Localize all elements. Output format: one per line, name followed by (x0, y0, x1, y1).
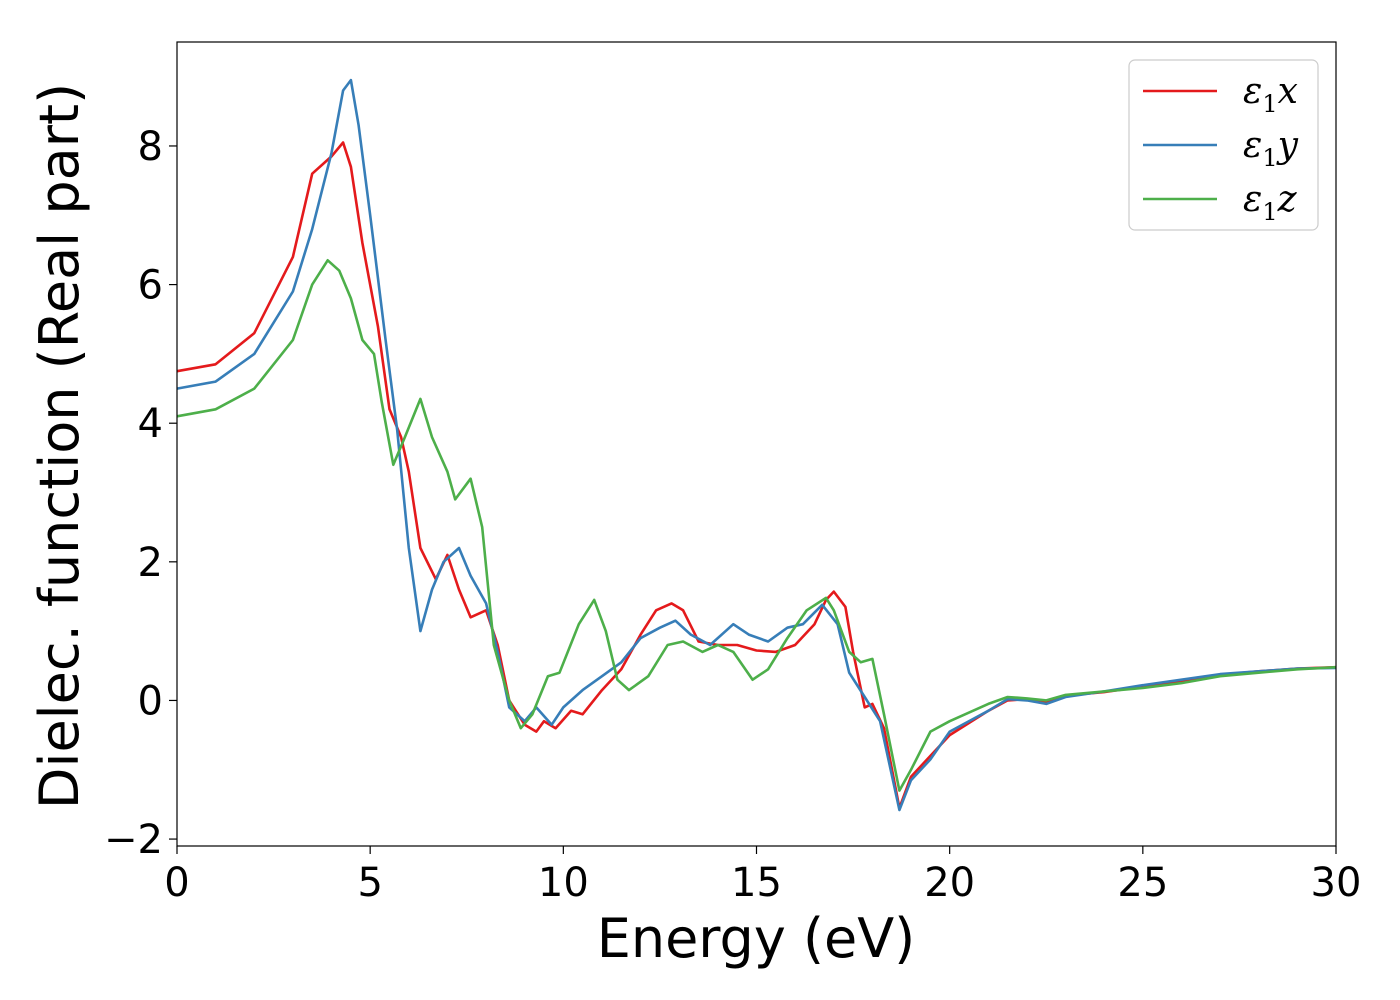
x-tick-label: 0 (164, 860, 189, 906)
x-tick-label: 30 (1311, 860, 1362, 906)
series-line-1 (176, 141, 1337, 810)
legend-label-2: ε1y (1243, 125, 1299, 172)
x-tick-label: 20 (924, 860, 975, 906)
series-line-2 (176, 78, 1337, 812)
legend-box (1128, 59, 1319, 231)
series-line-3 (176, 259, 1337, 792)
series-layer (176, 78, 1337, 812)
x-tick-label: 10 (538, 860, 589, 906)
y-tick-label: 0 (138, 678, 163, 724)
legend-label-1: ε1x (1243, 71, 1298, 118)
legend: ε1x ε1y ε1z (1128, 59, 1319, 231)
y-axis-title: Dielec. function (Real part) (28, 83, 91, 809)
y-tick-label: 6 (138, 263, 163, 309)
x-axis: 0 5 10 15 20 25 30 (164, 846, 1361, 906)
y-axis: −2 0 2 4 6 8 (104, 124, 177, 863)
legend-label-3: ε1z (1243, 179, 1298, 226)
y-tick-label: 4 (138, 401, 163, 447)
x-tick-label: 15 (731, 860, 782, 906)
x-tick-label: 25 (1117, 860, 1168, 906)
x-tick-label: 5 (357, 860, 382, 906)
y-tick-label: 8 (138, 124, 163, 170)
y-tick-label: 2 (138, 540, 163, 586)
x-axis-title: Energy (eV) (597, 907, 916, 970)
y-tick-label: −2 (104, 817, 163, 863)
